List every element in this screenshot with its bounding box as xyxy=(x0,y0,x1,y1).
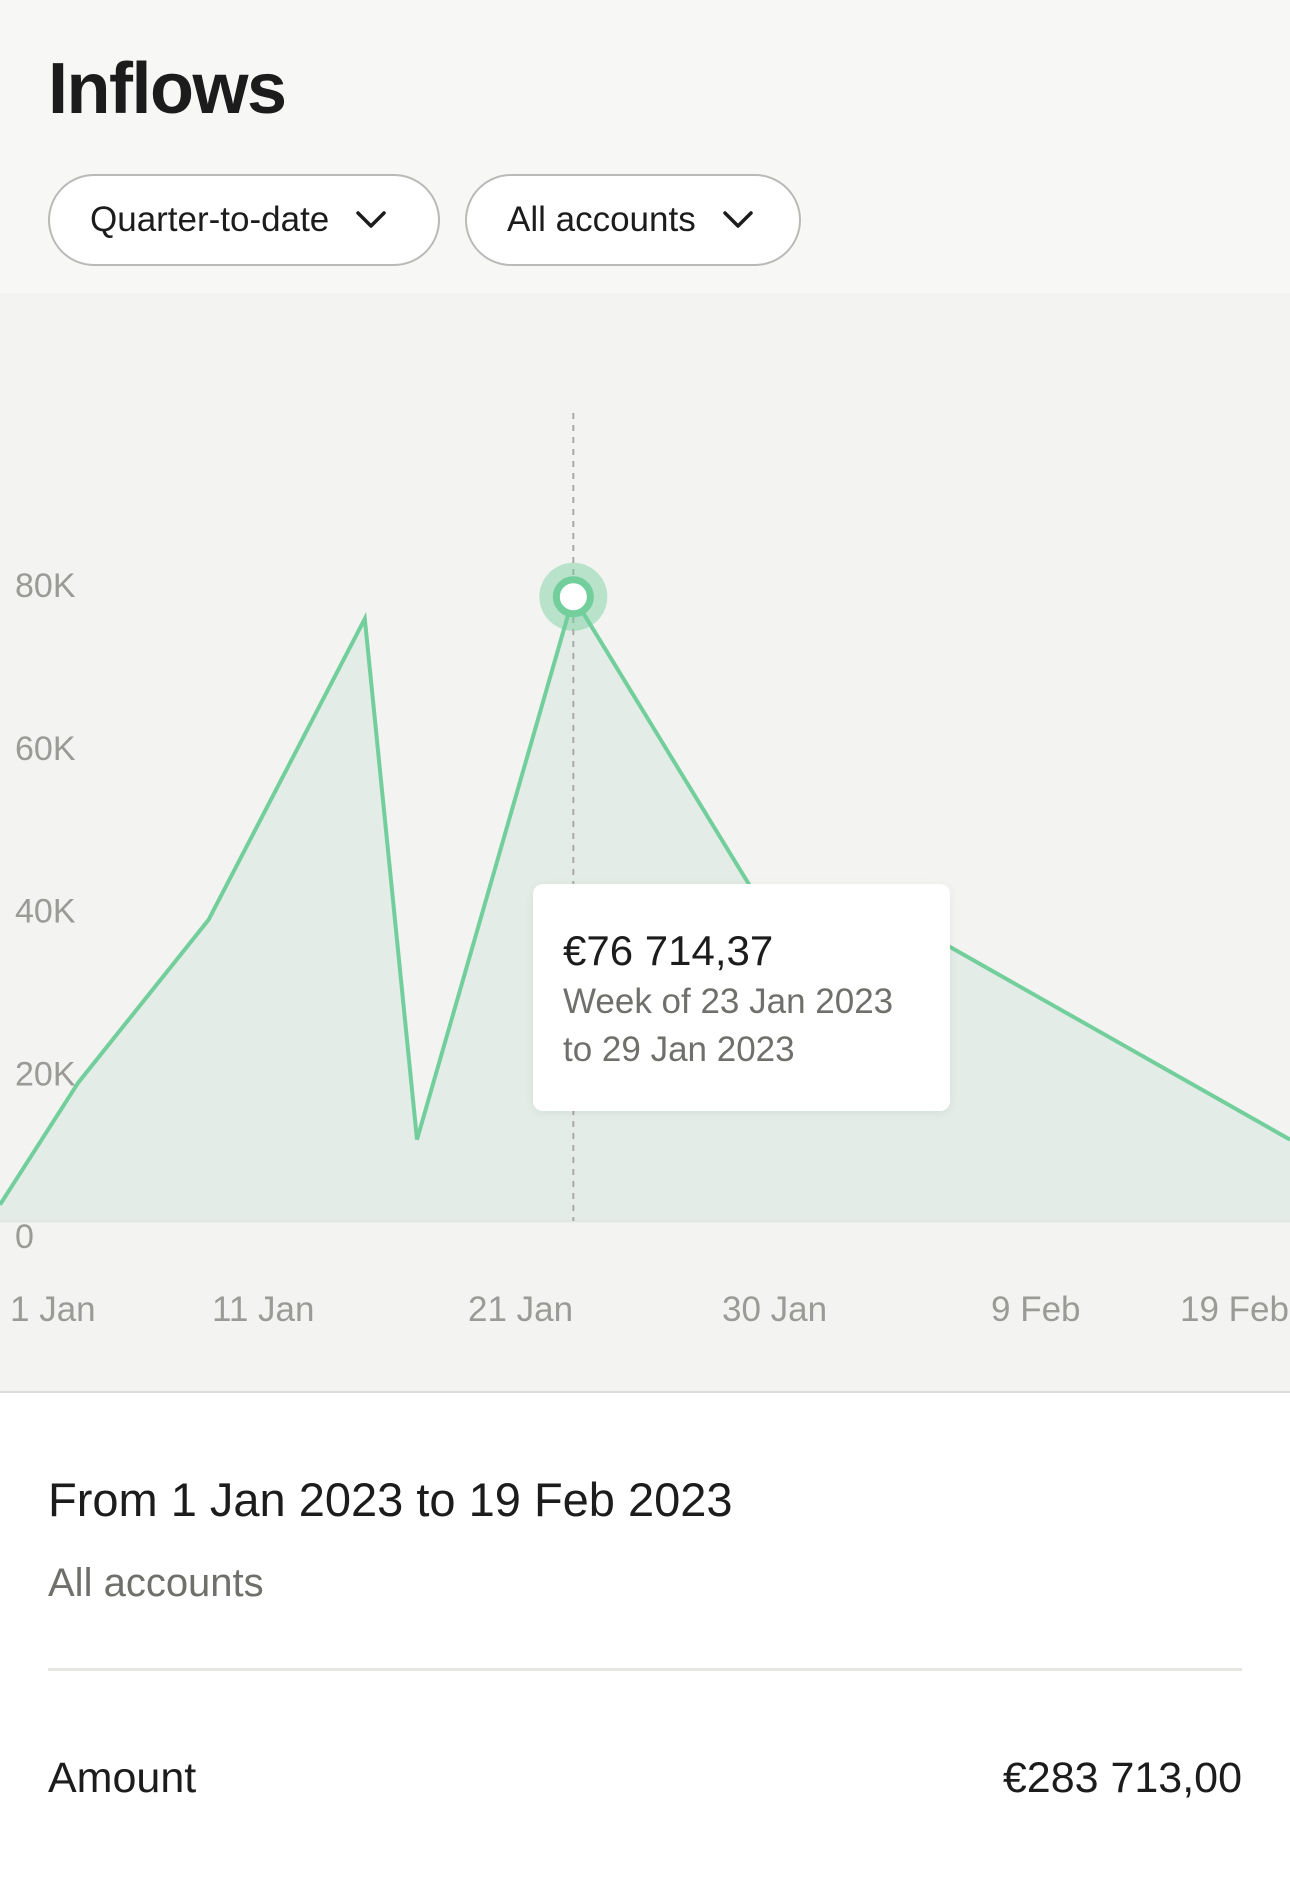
chevron-down-icon xyxy=(722,211,753,228)
inflows-chart[interactable]: 0 20K 40K 60K 80K 1 Jan 11 Jan 21 Jan 30 Jan 9 F… xyxy=(0,293,1290,1393)
y-tick-label: 80K xyxy=(15,567,76,605)
accounts-dropdown-label: All accounts xyxy=(507,200,696,239)
chevron-down-icon xyxy=(356,211,387,228)
summary-accounts: All accounts xyxy=(48,1561,264,1605)
page-header: Inflows Quarter-to-date All accounts xyxy=(0,0,1290,293)
highlight-point[interactable] xyxy=(552,576,594,618)
y-tick-label: 60K xyxy=(15,730,76,768)
inflows-chart-svg: 0 20K 40K 60K 80K 1 Jan 11 Jan 21 Jan 30 Jan 9 F… xyxy=(0,413,1290,1329)
x-tick-label: 11 Jan xyxy=(212,1290,315,1329)
chart-tooltip: €76 714,37 Week of 23 Jan 2023 to 29 Jan… xyxy=(533,884,950,1111)
x-tick-label: 19 Feb xyxy=(1180,1290,1289,1329)
y-tick-label: 20K xyxy=(15,1055,76,1093)
data-point[interactable] xyxy=(202,914,214,926)
x-tick-label: 30 Jan xyxy=(722,1290,827,1329)
y-tick-label: 40K xyxy=(15,893,76,931)
divider xyxy=(48,1668,1242,1671)
amount-label: Amount xyxy=(48,1754,197,1802)
summary-date-range: From 1 Jan 2023 to 19 Feb 2023 xyxy=(48,1473,733,1526)
amount-value: €283 713,00 xyxy=(1002,1754,1242,1802)
x-tick-label: 9 Feb xyxy=(991,1290,1081,1329)
tooltip-range: Week of 23 Jan 2023 to 29 Jan 2023 xyxy=(563,982,894,1069)
data-point[interactable] xyxy=(359,613,371,625)
y-tick-label: 0 xyxy=(15,1218,34,1256)
data-point[interactable] xyxy=(72,1077,84,1089)
accounts-dropdown[interactable]: All accounts xyxy=(465,174,801,266)
period-dropdown-label: Quarter-to-date xyxy=(90,200,330,239)
x-tick-label: 1 Jan xyxy=(10,1290,96,1329)
tooltip-value: €76 714,37 xyxy=(563,927,774,974)
data-point[interactable] xyxy=(411,1134,423,1146)
period-dropdown[interactable]: Quarter-to-date xyxy=(48,174,440,266)
x-tick-label: 21 Jan xyxy=(468,1290,573,1329)
page-title: Inflows xyxy=(48,49,287,129)
